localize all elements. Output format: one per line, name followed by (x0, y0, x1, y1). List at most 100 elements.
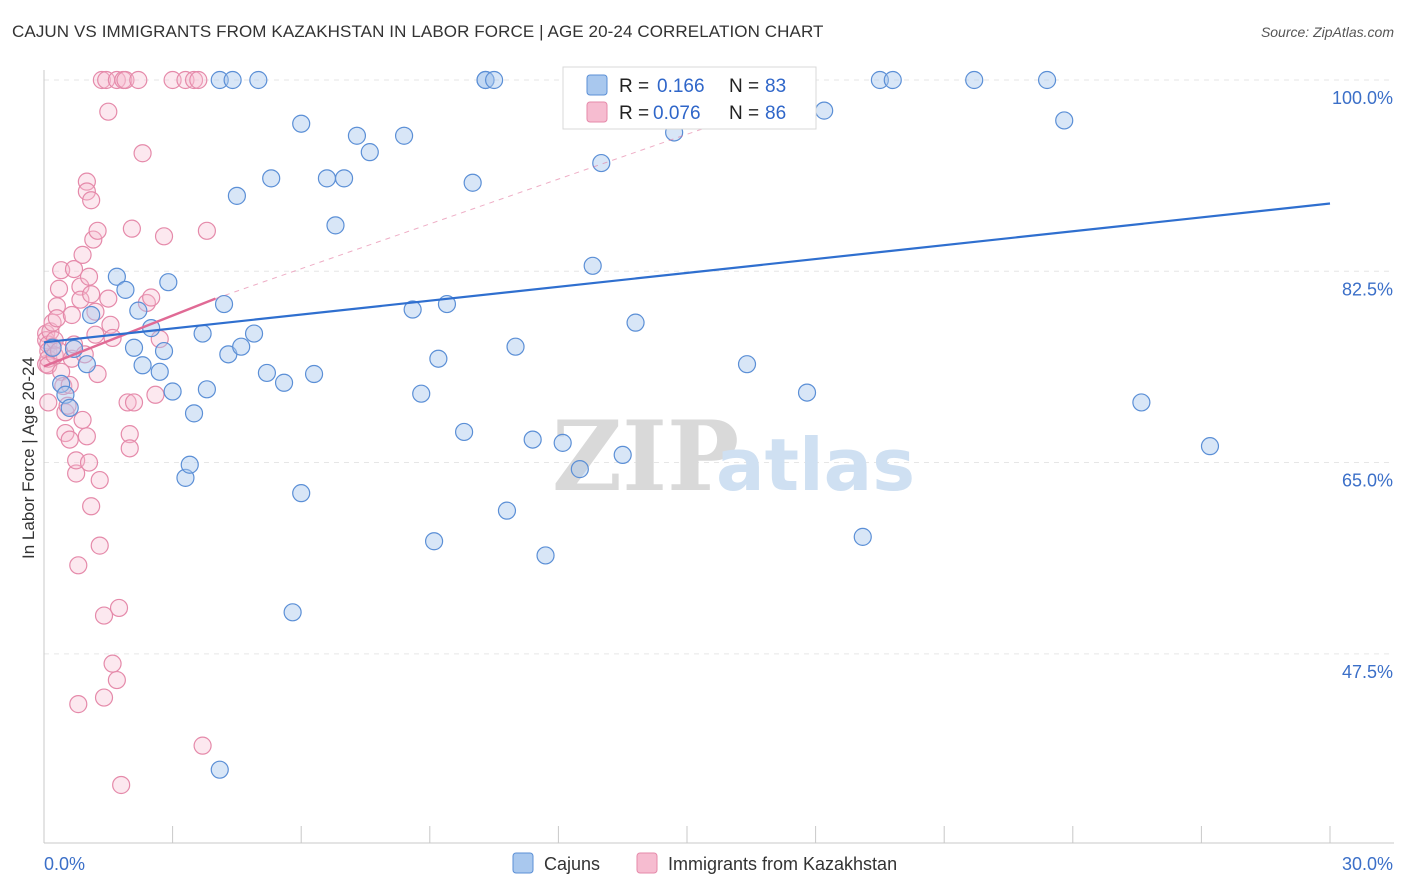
cajun-point-61 (592, 153, 611, 173)
kaz-point-24 (60, 430, 79, 449)
y-tick-label-1: 82.5% (1342, 279, 1393, 299)
cajun-point-1 (52, 374, 71, 393)
cajun-point-34 (283, 603, 302, 622)
axes (43, 70, 1394, 844)
cajun-point-35 (292, 484, 311, 503)
cajun-point-13 (150, 362, 169, 381)
kaz-point-83 (193, 736, 212, 755)
kaz-point-35 (73, 245, 92, 264)
kaz-point-45 (82, 497, 101, 516)
cajun-point-55 (506, 337, 525, 356)
cajun-point-5 (77, 355, 96, 374)
kaz-point-70 (120, 439, 139, 458)
bottom-legend-swatch-cajun (512, 852, 534, 874)
kaz-point-39 (77, 182, 96, 201)
kaz-trend-extension (215, 118, 731, 300)
kaz-point-76 (142, 288, 161, 307)
kaz-point-81 (184, 70, 204, 90)
kaz-point-79 (163, 70, 182, 90)
legend-kaz-n-label: N = (729, 103, 759, 124)
legend-kaz-r-label: R = (619, 103, 649, 124)
kaz-point-49 (88, 221, 107, 240)
kaz-point-78 (154, 227, 174, 246)
kaz-point-43 (82, 191, 101, 210)
cajun-point-11 (133, 356, 152, 375)
kaz-point-53 (92, 70, 111, 90)
legend-kaz-n-value: 86 (765, 103, 786, 124)
kaz-point-31 (69, 556, 88, 575)
cajun-point-6 (82, 305, 101, 325)
legend-kaz-r-value: 0.076 (653, 103, 701, 124)
kaz-point-64 (109, 598, 129, 618)
kaz-point-74 (133, 144, 152, 163)
cajun-point-50 (463, 173, 482, 192)
cajun-point-41 (347, 126, 367, 145)
series-legend: Cajuns Immigrants from Kazakhstan (512, 852, 897, 874)
watermark-atlas: atlas (716, 423, 915, 507)
cajun-point-42 (360, 143, 379, 162)
cajun-point-0 (43, 338, 62, 357)
cajun-point-21 (197, 380, 216, 399)
cajun-point-45 (412, 384, 431, 403)
kaz-point-73 (129, 70, 148, 90)
trend-lines (43, 118, 1331, 368)
cajun-point-73 (797, 383, 817, 402)
cajun-point-32 (262, 169, 281, 188)
kaz-point-36 (73, 410, 92, 430)
watermark: ZIP atlas (552, 400, 915, 513)
stats-legend: R = 0.166 N = 83 R = 0.076 N = 86 (562, 66, 817, 130)
cajun-point-79 (1055, 111, 1074, 130)
legend-cajun-n-value: 83 (765, 76, 786, 97)
y-tick-labels: 100.0% 82.5% 65.0% 47.5% (1332, 88, 1393, 682)
cajun-point-16 (163, 382, 182, 401)
cajun-point-30 (249, 70, 268, 90)
cajun-point-46 (424, 532, 444, 551)
kaz-point-41 (79, 267, 99, 286)
cajun-point-81 (1132, 393, 1151, 412)
kaz-point-51 (90, 470, 109, 490)
kaz-point-15 (49, 279, 69, 298)
legend-cajun-r-value: 0.166 (657, 76, 705, 97)
y-tick-label-0: 100.0% (1332, 88, 1393, 108)
kaz-point-65 (112, 775, 131, 795)
legend-swatch-kaz (586, 101, 608, 123)
x-tick-labels: 0.0% 30.0% (44, 854, 1393, 874)
cajun-point-75 (853, 527, 872, 546)
x-tick-label-1: 30.0% (1342, 854, 1393, 874)
cajun-point-39 (326, 216, 345, 235)
cajun-point-44 (403, 300, 422, 319)
cajun-point-10 (129, 301, 148, 320)
cajun-point-33 (274, 373, 294, 392)
cajun-point-82 (1200, 437, 1220, 456)
cajun-point-27 (244, 324, 264, 343)
kaz-point-44 (82, 285, 101, 304)
kaz-point-25 (62, 305, 81, 325)
cajun-point-7 (107, 267, 126, 286)
kaz-point-29 (67, 464, 86, 483)
cajun-point-74 (815, 101, 834, 120)
kaz-point-34 (71, 290, 90, 309)
watermark-zip: ZIP (552, 400, 739, 513)
cajun-point-53 (485, 70, 504, 90)
series-kazakhstan-points (37, 70, 216, 795)
cajun-point-78 (965, 70, 984, 90)
cajun-point-56 (523, 430, 542, 449)
cajun-point-18 (180, 455, 199, 474)
kaz-point-69 (120, 425, 139, 444)
cajun-point-57 (536, 546, 555, 565)
bottom-legend-swatch-kaz (636, 852, 658, 874)
cajun-point-9 (124, 338, 144, 357)
kaz-point-42 (79, 453, 99, 472)
cajun-point-58 (553, 433, 572, 452)
y-tick-label-2: 65.0% (1342, 471, 1393, 491)
kaz-point-38 (77, 172, 96, 191)
kaz-point-46 (84, 230, 103, 249)
grid-lines (44, 79, 1394, 655)
legend-swatch-cajun (586, 74, 608, 96)
cajun-point-62 (613, 445, 632, 464)
legend-cajun-n-label: N = (729, 76, 759, 97)
kaz-point-54 (94, 606, 114, 625)
cajun-point-77 (883, 70, 902, 90)
cajun-point-15 (159, 273, 178, 292)
cajun-point-36 (292, 114, 311, 133)
